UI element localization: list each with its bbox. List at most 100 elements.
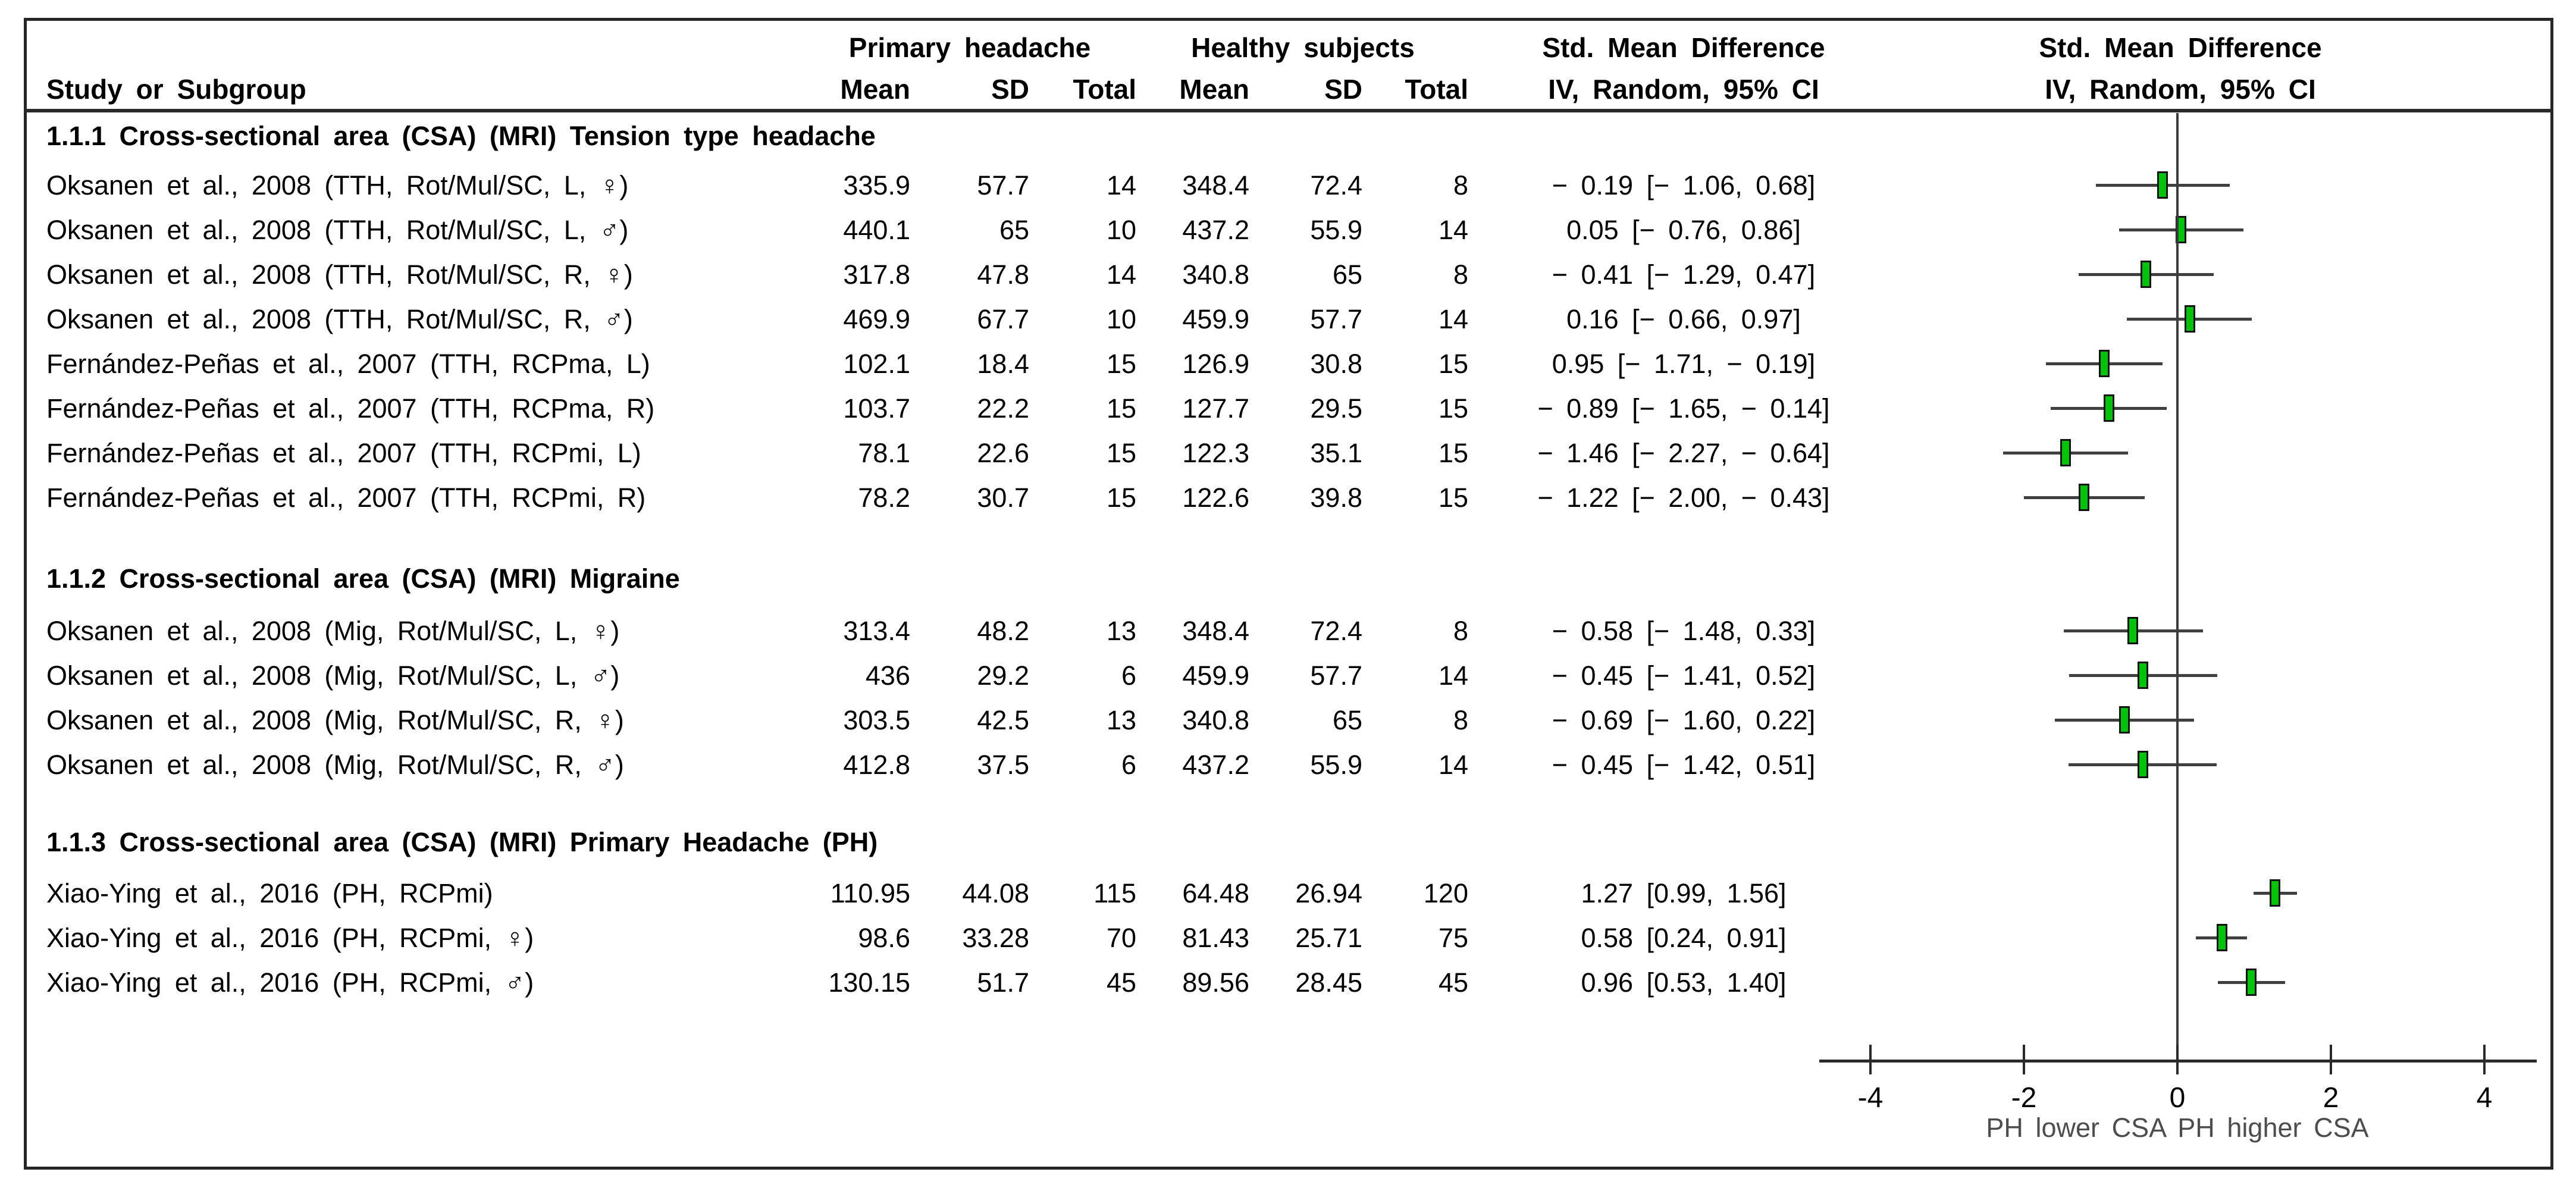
smd-ci-label: − 0.89 [− 1.65, − 0.14] (1537, 393, 1830, 424)
total2-cell: 8 (1453, 616, 1468, 646)
mean1-cell: 412.8 (843, 750, 910, 780)
mean1-cell: 303.5 (843, 705, 910, 735)
smd-ci-label: − 0.41 [− 1.29, 0.47] (1552, 259, 1816, 290)
mean2-cell: 81.43 (1182, 923, 1249, 953)
sd1-cell: 44.08 (962, 878, 1029, 908)
x-axis-tick (2483, 1045, 2486, 1074)
study-label: Xiao-Ying et al., 2016 (PH, RCPmi, ♀) (46, 923, 534, 953)
smd-ci-label: − 0.19 [− 1.06, 0.68] (1552, 170, 1816, 200)
total2-cell: 14 (1438, 304, 1468, 334)
effect-estimate-marker (2099, 350, 2110, 377)
effect-estimate-marker (2137, 751, 2148, 778)
zero-reference-line (2176, 113, 2179, 1063)
sd1-cell: 48.2 (977, 616, 1029, 646)
axis-direction-label: PH lower CSA PH higher CSA (1986, 1112, 2369, 1143)
sd1-cell: 18.4 (977, 349, 1029, 379)
mean2-cell: 122.6 (1182, 482, 1249, 513)
group1-title: Primary headache (848, 32, 1091, 63)
smd-ci-label: 1.27 [0.99, 1.56] (1581, 878, 1787, 908)
mean2-cell: 126.9 (1182, 349, 1249, 379)
mean2-cell: 459.9 (1182, 304, 1249, 334)
total1-cell: 10 (1106, 304, 1136, 334)
sd2-cell: 55.9 (1310, 215, 1362, 245)
header-separator-line (24, 109, 2553, 112)
sd2-cell: 65 (1332, 259, 1362, 290)
mean2-cell: 127.7 (1182, 393, 1249, 424)
sd2-cell: 35.1 (1310, 438, 1362, 468)
total1-cell: 14 (1106, 170, 1136, 200)
mean1-cell: 98.6 (858, 923, 910, 953)
sd2-cell: 25.71 (1295, 923, 1362, 953)
study-label: Xiao-Ying et al., 2016 (PH, RCPmi, ♂) (46, 967, 534, 998)
effect-estimate-marker (2137, 662, 2148, 689)
x-axis-tick (2176, 1045, 2179, 1074)
effect-estimate-marker (2269, 879, 2280, 907)
mean1-cell: 110.95 (830, 878, 910, 908)
effect-estimate-marker (2141, 261, 2152, 288)
sd2-cell: 28.45 (1295, 967, 1362, 998)
effect-estimate-marker (2184, 305, 2195, 333)
mean2-cell: 459.9 (1182, 660, 1249, 691)
group1-total-header: Total (1073, 74, 1136, 105)
mean1-cell: 130.15 (828, 967, 910, 998)
group1-mean-header: Mean (840, 74, 910, 105)
total2-cell: 120 (1423, 878, 1468, 908)
total1-cell: 13 (1106, 705, 1136, 735)
study-label: Fernández-Peñas et al., 2007 (TTH, RCPmi… (46, 482, 646, 513)
effect-estimate-marker (2157, 171, 2168, 199)
smd-ci-label: − 0.69 [− 1.60, 0.22] (1552, 705, 1816, 735)
sd1-cell: 22.6 (977, 438, 1029, 468)
study-label: Oksanen et al., 2008 (TTH, Rot/Mul/SC, R… (46, 259, 633, 290)
total2-cell: 14 (1438, 660, 1468, 691)
total2-cell: 15 (1438, 393, 1468, 424)
x-axis-tick (1869, 1045, 1872, 1074)
effect-estimate-marker (2245, 969, 2257, 996)
total1-cell: 15 (1106, 349, 1136, 379)
smd-ci-label: − 1.22 [− 2.00, − 0.43] (1537, 482, 1830, 513)
sd2-cell: 65 (1332, 705, 1362, 735)
sd2-cell: 26.94 (1295, 878, 1362, 908)
sd1-cell: 33.28 (962, 923, 1029, 953)
total1-cell: 14 (1106, 259, 1136, 290)
mean2-cell: 122.3 (1182, 438, 1249, 468)
mean1-cell: 313.4 (843, 616, 910, 646)
study-label: Oksanen et al., 2008 (TTH, Rot/Mul/SC, L… (46, 215, 629, 245)
study-label: Oksanen et al., 2008 (Mig, Rot/Mul/SC, R… (46, 750, 624, 780)
mean2-cell: 340.8 (1182, 259, 1249, 290)
study-label: Oksanen et al., 2008 (Mig, Rot/Mul/SC, R… (46, 705, 624, 735)
sd1-cell: 51.7 (977, 967, 1029, 998)
total2-cell: 8 (1453, 705, 1468, 735)
sd1-cell: 57.7 (977, 170, 1029, 200)
total1-cell: 115 (1093, 878, 1136, 908)
study-label: Fernández-Peñas et al., 2007 (TTH, RCPmi… (46, 438, 641, 468)
sd2-cell: 30.8 (1310, 349, 1362, 379)
sd1-cell: 37.5 (977, 750, 1029, 780)
sd2-cell: 29.5 (1310, 393, 1362, 424)
sd1-cell: 42.5 (977, 705, 1029, 735)
group2-title: Healthy subjects (1191, 32, 1415, 63)
sd2-cell: 39.8 (1310, 482, 1362, 513)
effect-estimate-marker (2127, 617, 2139, 644)
mean1-cell: 78.1 (858, 438, 910, 468)
mean1-cell: 440.1 (843, 215, 910, 245)
study-column-header: Study or Subgroup (46, 74, 306, 105)
total2-cell: 15 (1438, 349, 1468, 379)
effect-estimate-marker (2216, 924, 2227, 951)
study-label: Oksanen et al., 2008 (Mig, Rot/Mul/SC, L… (46, 660, 620, 691)
smd-ci-label: 0.58 [0.24, 0.91] (1581, 923, 1787, 953)
total2-cell: 8 (1453, 259, 1468, 290)
study-label: Xiao-Ying et al., 2016 (PH, RCPmi) (46, 878, 493, 908)
smd-ci-label: 0.16 [− 0.66, 0.97] (1566, 304, 1801, 334)
sd1-cell: 22.2 (977, 393, 1029, 424)
study-label: Oksanen et al., 2008 (TTH, Rot/Mul/SC, R… (46, 304, 633, 334)
total2-cell: 14 (1438, 750, 1468, 780)
mean1-cell: 103.7 (843, 393, 910, 424)
x-axis-tick-label: 0 (2169, 1082, 2186, 1114)
total1-cell: 6 (1121, 660, 1136, 691)
smd-ci-label: − 1.46 [− 2.27, − 0.64] (1537, 438, 1830, 468)
sd2-cell: 72.4 (1310, 616, 1362, 646)
study-label: Fernández-Peñas et al., 2007 (TTH, RCPma… (46, 349, 650, 379)
sd2-cell: 57.7 (1310, 304, 1362, 334)
total2-cell: 75 (1438, 923, 1468, 953)
group1-sd-header: SD (991, 74, 1029, 105)
